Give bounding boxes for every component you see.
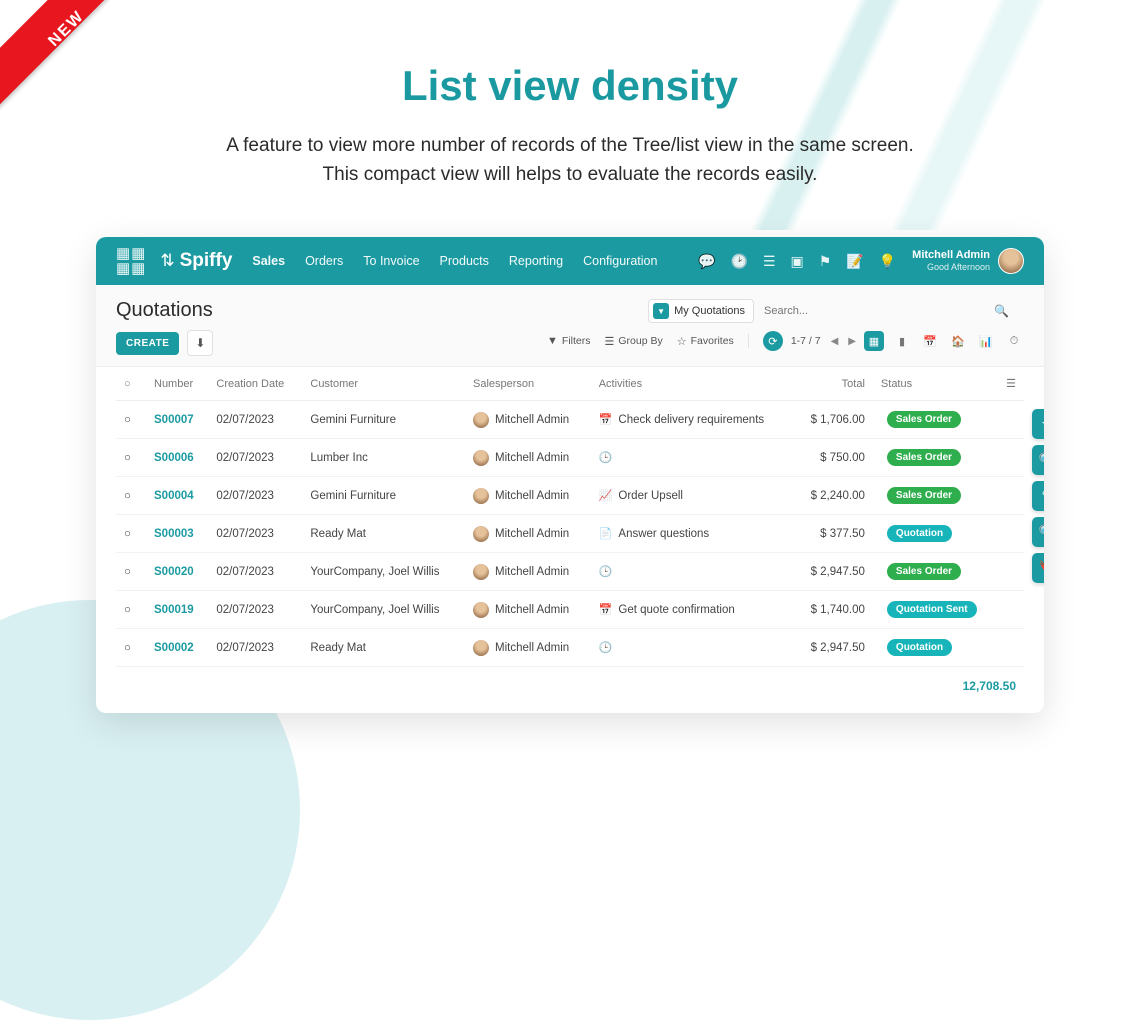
salesperson-avatar: [473, 564, 489, 580]
view-list-icon[interactable]: ▦: [864, 331, 884, 351]
user-menu[interactable]: Mitchell Admin Good Afternoon: [912, 248, 1024, 274]
search-floating-icon[interactable]: 🔍: [1032, 445, 1044, 475]
new-ribbon: NEW: [0, 0, 110, 110]
pager-prev-button[interactable]: ◀: [831, 336, 839, 347]
salesperson-avatar: [473, 412, 489, 428]
zoom-icon[interactable]: 🔍: [1032, 517, 1044, 547]
spreadsheet-icon[interactable]: ▣: [791, 253, 804, 270]
salesperson-avatar: [473, 640, 489, 656]
filter-funnel-icon: ▼: [653, 303, 669, 319]
nav-item-configuration[interactable]: Configuration: [583, 254, 657, 268]
view-kanban-icon[interactable]: ▮: [892, 331, 912, 351]
col-header-salesperson[interactable]: Salesperson: [465, 367, 591, 401]
side-floating-toolbar: ★ 🔍 ✎ 🔍 🔖: [1032, 409, 1044, 589]
salesperson-avatar: [473, 602, 489, 618]
table-row[interactable]: ○ S00020 02/07/2023 YourCompany, Joel Wi…: [116, 553, 1024, 591]
record-number-link[interactable]: S00019: [154, 604, 194, 616]
salesperson-avatar: [473, 488, 489, 504]
app-topbar: ▦▦ ▦▦ ⇅ Spiffy Sales Orders To Invoice Pr…: [96, 237, 1044, 285]
bookmark-icon[interactable]: 🔖: [1032, 553, 1044, 583]
status-badge: Sales Order: [887, 449, 961, 466]
col-header-creation-date[interactable]: Creation Date: [208, 367, 302, 401]
status-badge: Sales Order: [887, 411, 961, 428]
page-title: Quotations: [116, 299, 213, 322]
nav-item-to-invoice[interactable]: To Invoice: [363, 254, 419, 268]
status-badge: Quotation: [887, 639, 952, 656]
col-header-number[interactable]: Number: [146, 367, 208, 401]
col-header-total[interactable]: Total: [794, 367, 873, 401]
flag-icon[interactable]: ⚑: [819, 253, 832, 270]
filters-button[interactable]: ▼ Filters: [547, 335, 590, 347]
app-screenshot-card: ▦▦ ▦▦ ⇅ Spiffy Sales Orders To Invoice Pr…: [96, 237, 1044, 713]
nav-item-orders[interactable]: Orders: [305, 254, 343, 268]
nav-item-sales[interactable]: Sales: [252, 254, 285, 268]
table-row[interactable]: ○ S00002 02/07/2023 Ready Mat Mitchell A…: [116, 629, 1024, 667]
status-badge: Sales Order: [887, 487, 961, 504]
brand-logo-icon: ⇅: [160, 251, 174, 271]
nav-item-products[interactable]: Products: [440, 254, 489, 268]
salesperson-avatar: [473, 450, 489, 466]
search-icon[interactable]: 🔍: [994, 304, 1009, 318]
edit-icon[interactable]: ✎: [1032, 481, 1044, 511]
pager-next-button[interactable]: ▶: [848, 336, 856, 347]
history-icon[interactable]: 🕑: [731, 253, 748, 270]
hero-title: List view density: [0, 62, 1140, 110]
discuss-icon[interactable]: 💬: [698, 253, 715, 270]
my-quotations-filter[interactable]: ▼ My Quotations: [648, 299, 754, 323]
view-activity-icon[interactable]: ⏱: [1004, 331, 1024, 351]
table-row[interactable]: ○ S00019 02/07/2023 YourCompany, Joel Wi…: [116, 591, 1024, 629]
group-by-button[interactable]: ☰ Group By: [605, 335, 663, 348]
record-number-link[interactable]: S00020: [154, 566, 194, 578]
activity-icon: 📈: [599, 489, 613, 502]
activity-icon: 🕒: [599, 565, 613, 578]
topbar-right-icons: 💬 🕑 ☰ ▣ ⚑ 📝 💡 Mitchell Admin Good Aftern…: [683, 248, 1024, 274]
nav-item-reporting[interactable]: Reporting: [509, 254, 563, 268]
record-number-link[interactable]: S00007: [154, 414, 194, 426]
hero-section: List view density A feature to view more…: [0, 0, 1140, 189]
activity-icon: 📅: [599, 413, 613, 426]
col-header-customer[interactable]: Customer: [302, 367, 465, 401]
refresh-button[interactable]: ⟳: [763, 331, 783, 351]
apps-icon[interactable]: ☰: [763, 253, 776, 270]
record-number-link[interactable]: S00004: [154, 490, 194, 502]
col-header-activities[interactable]: Activities: [591, 367, 794, 401]
quotations-table: ○ Number Creation Date Customer Salesper…: [116, 367, 1024, 667]
view-map-icon[interactable]: 🏠: [948, 331, 968, 351]
pager-count: 1-7 / 7: [791, 335, 821, 347]
activity-icon: 🕒: [599, 641, 613, 654]
status-badge: Quotation Sent: [887, 601, 977, 618]
view-chart-icon[interactable]: 📊: [976, 331, 996, 351]
grand-total: 12,708.50: [963, 679, 1016, 693]
page-header: Quotations CREATE ⬇ ▼ My Quotations 🔍 ▼F…: [96, 285, 1044, 367]
table-row[interactable]: ○ S00007 02/07/2023 Gemini Furniture Mit…: [116, 401, 1024, 439]
search-input[interactable]: [764, 305, 994, 317]
download-button[interactable]: ⬇: [187, 330, 213, 356]
create-button[interactable]: CREATE: [116, 332, 179, 355]
status-badge: Quotation: [887, 525, 952, 542]
col-options-icon[interactable]: ☰: [998, 367, 1024, 401]
bulb-icon[interactable]: 💡: [879, 253, 896, 270]
record-number-link[interactable]: S00006: [154, 452, 194, 464]
table-row[interactable]: ○ S00006 02/07/2023 Lumber Inc Mitchell …: [116, 439, 1024, 477]
table-row[interactable]: ○ S00003 02/07/2023 Ready Mat Mitchell A…: [116, 515, 1024, 553]
notes-icon[interactable]: 📝: [846, 253, 863, 270]
user-avatar[interactable]: [998, 248, 1024, 274]
quotations-table-wrap: ○ Number Creation Date Customer Salesper…: [96, 367, 1044, 713]
col-header-status[interactable]: Status: [873, 367, 998, 401]
table-row[interactable]: ○ S00004 02/07/2023 Gemini Furniture Mit…: [116, 477, 1024, 515]
record-number-link[interactable]: S00003: [154, 528, 194, 540]
app-brand: ⇅ Spiffy: [160, 250, 232, 272]
view-calendar-icon[interactable]: 📅: [920, 331, 940, 351]
activity-icon: 📅: [599, 603, 613, 616]
favorites-button[interactable]: ☆ Favorites: [677, 335, 734, 348]
table-body: ○ S00007 02/07/2023 Gemini Furniture Mit…: [116, 401, 1024, 667]
apps-grid-icon[interactable]: ▦▦ ▦▦: [116, 246, 146, 276]
activity-icon: 🕒: [599, 451, 613, 464]
status-badge: Sales Order: [887, 563, 961, 580]
record-number-link[interactable]: S00002: [154, 642, 194, 654]
activity-icon: 📄: [599, 527, 613, 540]
salesperson-avatar: [473, 526, 489, 542]
star-icon[interactable]: ★: [1032, 409, 1044, 439]
hero-subtitle: A feature to view more number of records…: [0, 132, 1140, 189]
